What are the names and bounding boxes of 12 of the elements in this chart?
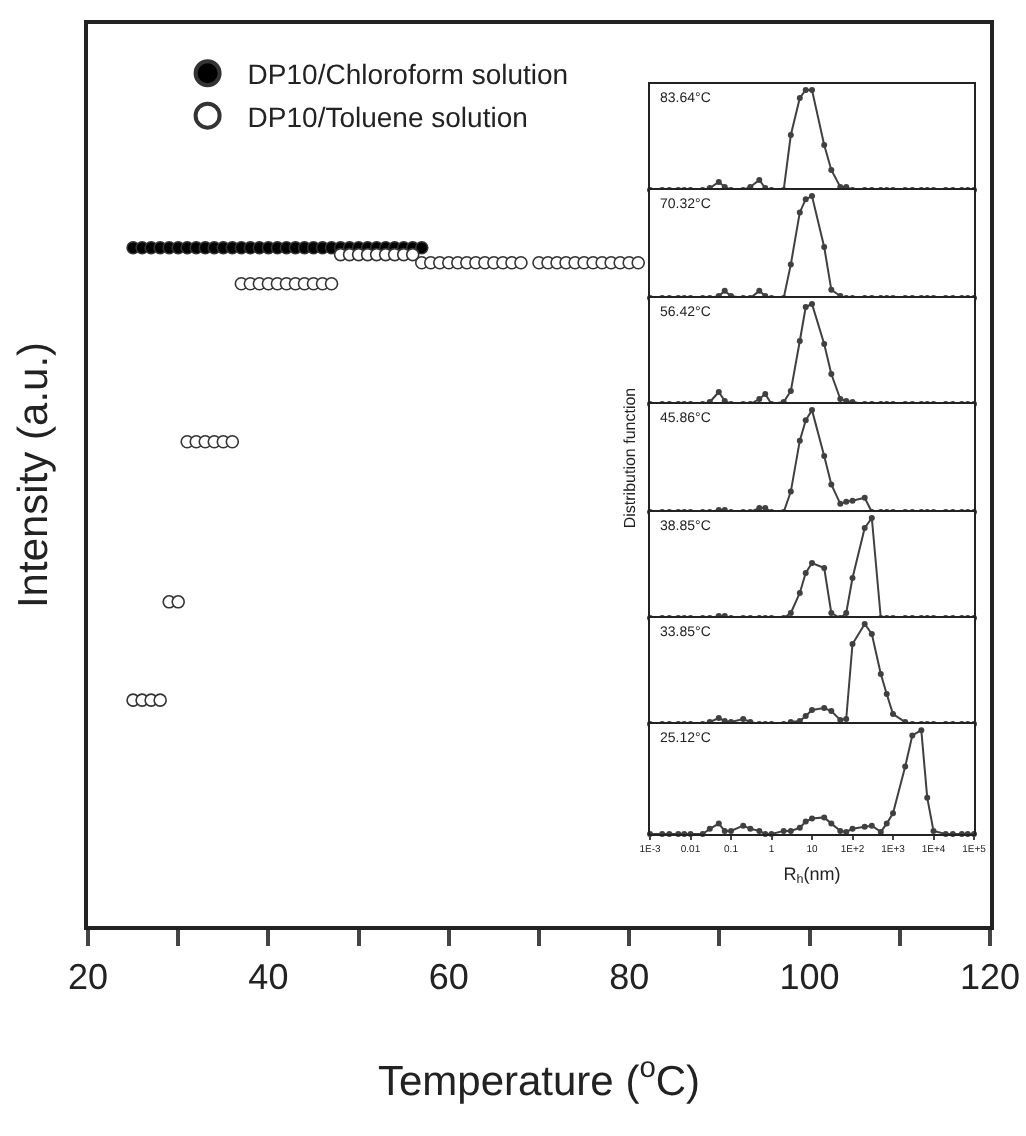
x-tick-label: 80 [609,957,650,998]
legend-label: DP10/Chloroform solution [247,58,569,91]
x-tick-label: 100 [779,957,840,998]
x-axis-title: R$_{h}$(nm) [783,863,841,888]
x-axis-title: Temperature ($^{o}$C) [377,1052,701,1105]
x-tick-label: 20 [67,957,109,998]
x-tick-label: 120 [959,957,1021,998]
legend-label: DP10/Toluene solution [247,100,528,133]
y-axis-title: Intensity (a.u.) [11,341,58,609]
y-axis-title: Distribution function [621,387,640,529]
x-tick-label: 40 [248,957,289,998]
x-tick-label: 60 [428,957,469,998]
